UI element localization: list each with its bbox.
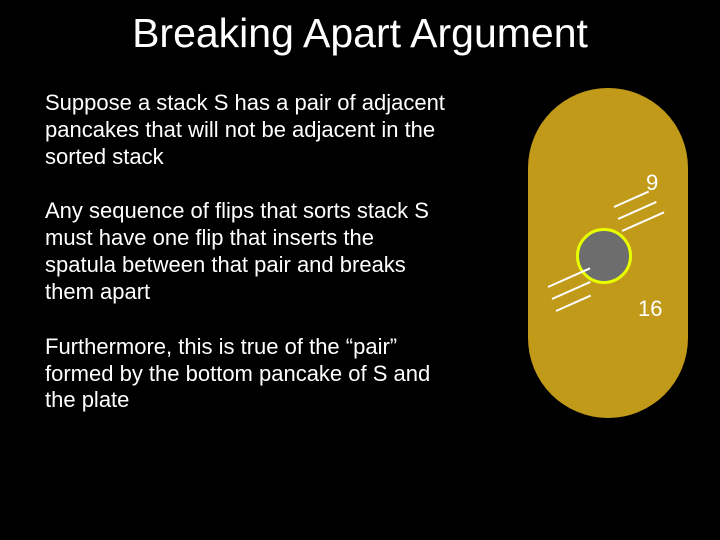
pancake-spot-icon bbox=[576, 228, 632, 284]
pancake-illustration: 9 16 bbox=[528, 88, 688, 418]
label-bottom: 16 bbox=[638, 296, 662, 322]
paragraph-3: Furthermore, this is true of the “pair” … bbox=[45, 334, 445, 414]
paragraph-1: Suppose a stack S has a pair of adjacent… bbox=[45, 90, 445, 170]
paragraph-2: Any sequence of flips that sorts stack S… bbox=[45, 198, 445, 305]
slide-title: Breaking Apart Argument bbox=[0, 0, 720, 57]
slide: Breaking Apart Argument Suppose a stack … bbox=[0, 0, 720, 540]
body-text-column: Suppose a stack S has a pair of adjacent… bbox=[45, 90, 445, 442]
